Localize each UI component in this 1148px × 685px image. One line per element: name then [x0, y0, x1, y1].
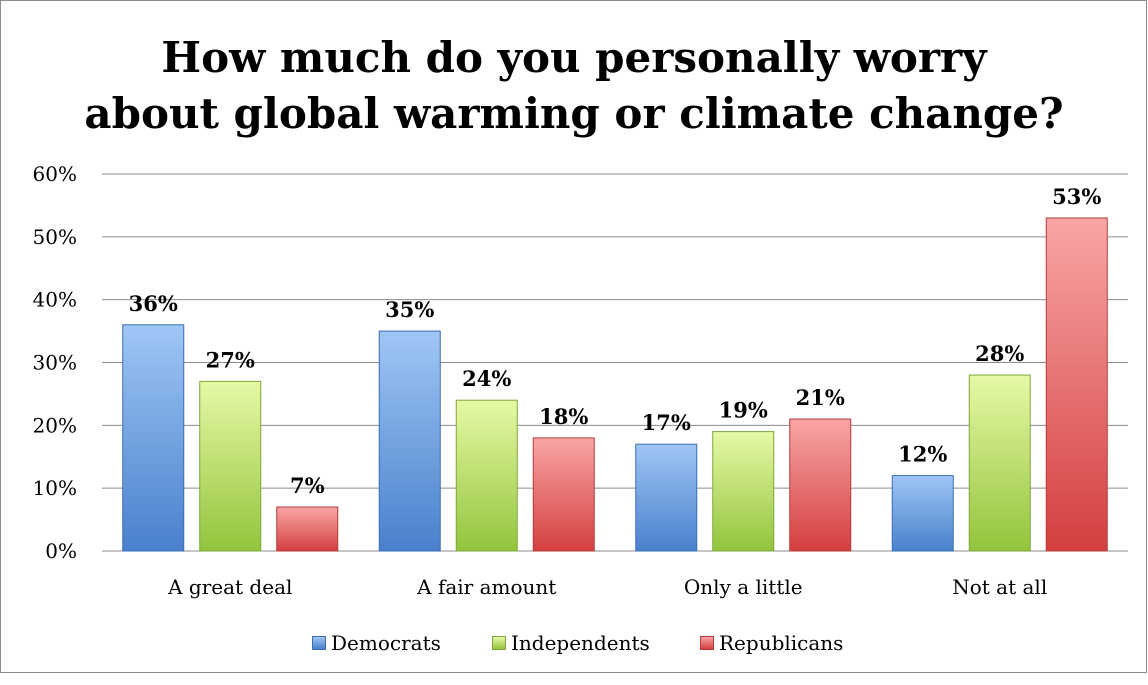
- data-label: 17%: [642, 410, 691, 435]
- legend-label: Republicans: [719, 631, 844, 655]
- chart-title-line-2: about global warming or climate change?: [84, 89, 1064, 138]
- y-tick-label: 0%: [45, 539, 77, 563]
- chart-title: How much do you personally worry about g…: [0, 30, 1148, 142]
- y-tick-label: 20%: [33, 413, 77, 437]
- bar-democrats-0: [122, 324, 185, 552]
- y-tick-label: 40%: [33, 288, 77, 312]
- data-label: 36%: [129, 291, 178, 316]
- y-tick-label: 10%: [33, 476, 77, 500]
- legend-item-independents: Independents: [492, 631, 650, 655]
- bar-republicans-1: [532, 437, 595, 552]
- data-label: 27%: [206, 347, 255, 372]
- y-tick-label: 60%: [33, 162, 77, 186]
- x-tick-label: Not at all: [952, 575, 1047, 599]
- data-label: 19%: [719, 398, 768, 423]
- data-label: 28%: [975, 341, 1024, 366]
- bar-independents-2: [712, 431, 775, 552]
- bar-republicans-2: [789, 418, 852, 552]
- y-tick-label: 50%: [33, 225, 77, 249]
- legend-item-democrats: Democrats: [312, 631, 441, 655]
- legend-swatch: [700, 636, 714, 650]
- legend-label: Independents: [511, 631, 650, 655]
- legend-swatch: [492, 636, 506, 650]
- data-label: 12%: [898, 442, 947, 467]
- x-tick-label: A fair amount: [416, 575, 556, 599]
- chart-legend: Democrats Independents Republicans: [0, 631, 1148, 685]
- bar-independents-0: [199, 380, 262, 552]
- bar-democrats-3: [891, 475, 954, 552]
- data-label: 35%: [385, 297, 434, 322]
- data-label: 18%: [539, 404, 588, 429]
- y-tick-label: 30%: [33, 351, 77, 375]
- legend-swatch: [312, 636, 326, 650]
- x-tick-label: Only a little: [684, 575, 803, 599]
- legend-label: Democrats: [331, 631, 441, 655]
- x-tick-label: A great deal: [167, 575, 292, 599]
- bar-republicans-3: [1045, 217, 1108, 552]
- chart-title-line-1: How much do you personally worry: [161, 33, 987, 82]
- bar-democrats-1: [378, 330, 441, 552]
- bar-independents-1: [455, 399, 518, 552]
- data-label: 7%: [290, 473, 325, 498]
- data-label: 21%: [796, 385, 845, 410]
- bar-democrats-2: [635, 443, 698, 552]
- bar-republicans-0: [276, 506, 339, 552]
- data-label: 53%: [1052, 184, 1101, 209]
- legend-item-republicans: Republicans: [700, 631, 843, 655]
- data-label: 24%: [462, 366, 511, 391]
- bar-independents-3: [968, 374, 1031, 552]
